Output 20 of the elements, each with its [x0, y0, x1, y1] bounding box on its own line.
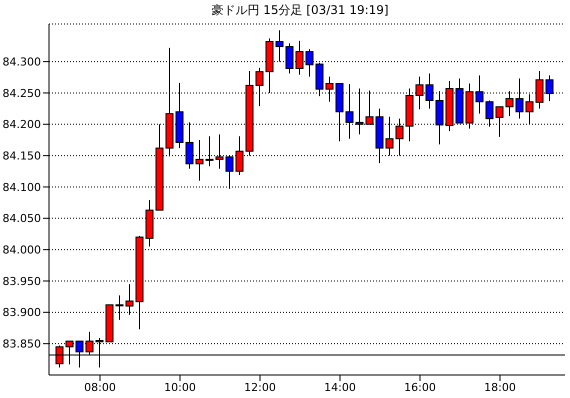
y-tick-label: 84.150	[2, 150, 41, 163]
y-tick-label: 84.200	[2, 118, 41, 132]
y-tick-label: 83.850	[2, 338, 41, 351]
x-tick-label: 08:00	[84, 380, 116, 394]
y-tick-label: 84.100	[2, 180, 41, 194]
candlestick	[256, 67, 264, 107]
x-tick-label: 12:00	[244, 380, 276, 394]
y-tick-label: 84.000	[2, 244, 41, 257]
y-tick-label: 84.300	[2, 56, 41, 69]
y-tick-label: 83.950	[2, 274, 41, 288]
chart-title: 豪ドル円 15分足 [03/31 19:19]	[211, 3, 389, 17]
candlestick	[196, 139, 204, 182]
y-tick-label: 84.250	[2, 86, 41, 100]
x-tick-label: 14:00	[324, 380, 356, 394]
y-tick-label: 84.050	[2, 212, 41, 226]
x-tick-label: 18:00	[484, 380, 516, 394]
x-tick-label: 16:00	[404, 380, 436, 394]
candlestick	[496, 106, 504, 138]
x-tick-label: 10:00	[164, 380, 196, 394]
y-tick-label: 83.900	[2, 306, 41, 320]
